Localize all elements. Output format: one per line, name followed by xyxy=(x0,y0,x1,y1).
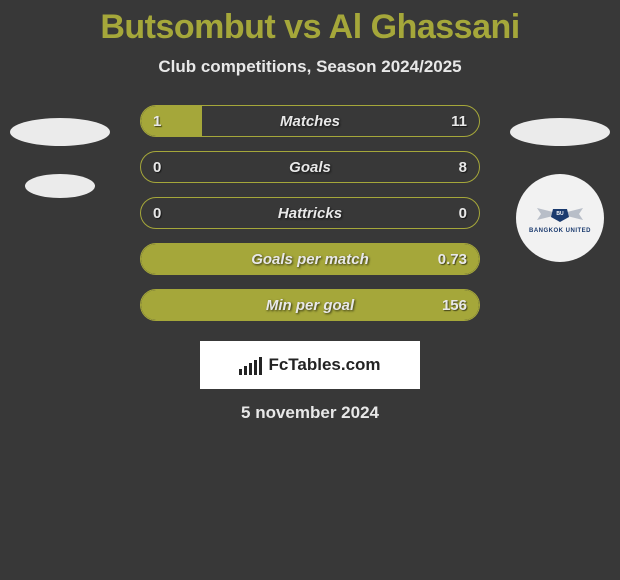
stat-row: 111Matches xyxy=(140,105,480,137)
player-placeholder-icon xyxy=(510,118,610,146)
club-wings-icon: BU xyxy=(535,202,585,224)
stat-row: 0.73Goals per match xyxy=(140,243,480,275)
player-placeholder-icon xyxy=(10,118,110,146)
brand-logo-icon xyxy=(239,355,262,375)
svg-text:BU: BU xyxy=(556,211,564,217)
club-name-label: BANGKOK UNITED xyxy=(529,228,591,234)
stat-row: 156Min per goal xyxy=(140,289,480,321)
left-player-badges xyxy=(10,118,110,226)
right-player-badges: BU BANGKOK UNITED xyxy=(510,118,610,262)
stat-row: 00Hattricks xyxy=(140,197,480,229)
stat-label: Goals per match xyxy=(141,244,479,274)
club-placeholder-icon xyxy=(25,174,95,198)
stat-label: Hattricks xyxy=(141,198,479,228)
page-title: Butsombut vs Al Ghassani xyxy=(0,8,620,47)
stat-row: 08Goals xyxy=(140,151,480,183)
club-badge: BU BANGKOK UNITED xyxy=(516,174,604,262)
stat-label: Min per goal xyxy=(141,290,479,320)
brand-name: FcTables.com xyxy=(268,355,380,375)
date-label: 5 november 2024 xyxy=(0,403,620,423)
brand-footer-box: FcTables.com xyxy=(200,341,420,389)
stat-label: Goals xyxy=(141,152,479,182)
stat-label: Matches xyxy=(141,106,479,136)
subtitle: Club competitions, Season 2024/2025 xyxy=(0,57,620,77)
